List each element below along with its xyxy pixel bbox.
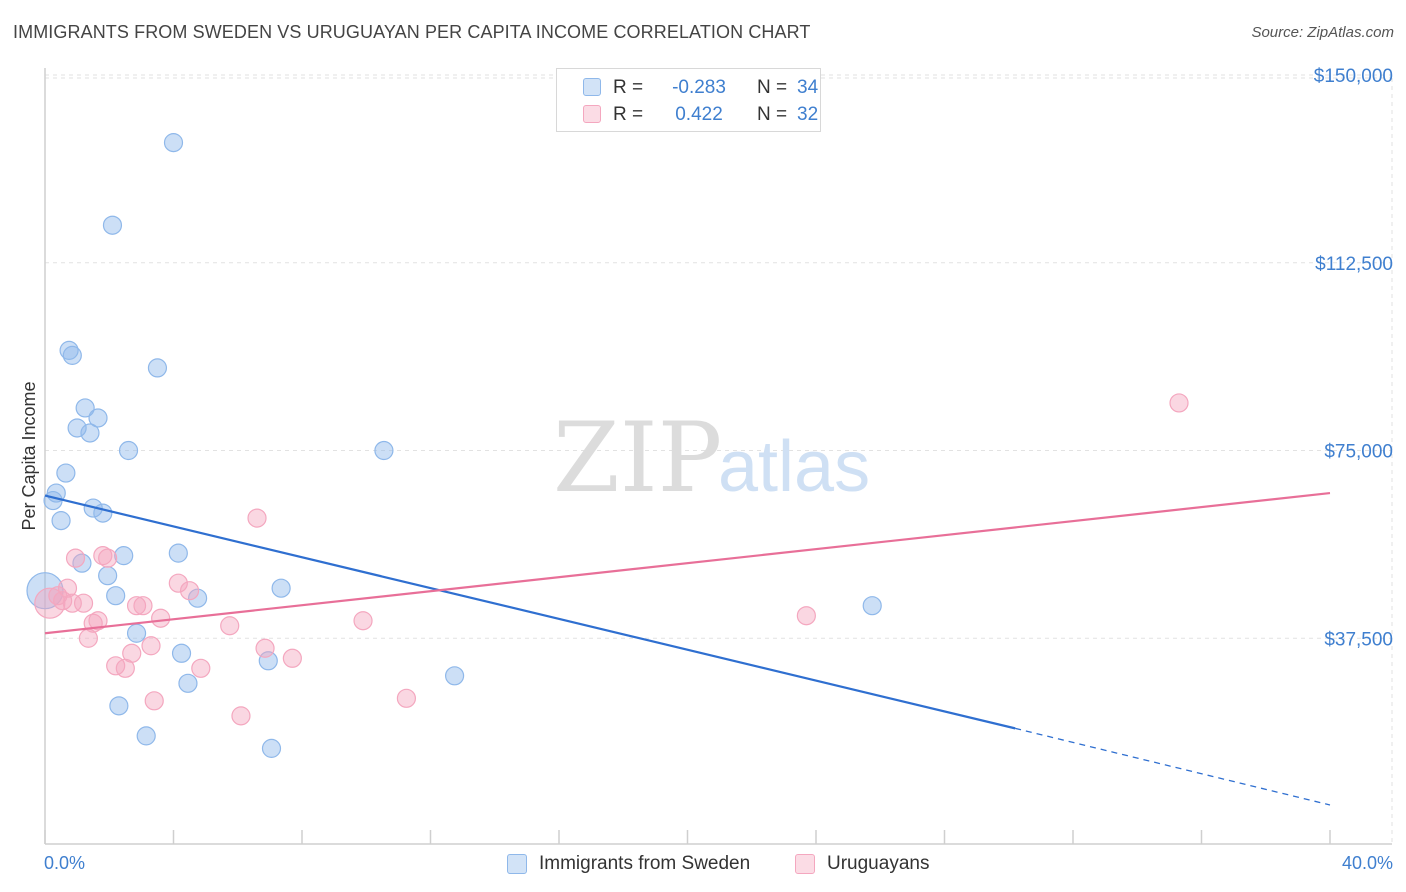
x-tick-label-max: 40.0% <box>1342 853 1393 873</box>
uruguayans-point <box>796 606 816 626</box>
uruguayans-point <box>34 587 66 619</box>
legend-n-value: 32 <box>797 104 819 125</box>
sweden-point <box>88 408 108 428</box>
sweden-point <box>67 418 87 438</box>
uruguayans-point <box>141 636 161 656</box>
legend-r-value: 0.422 <box>675 104 723 125</box>
source-credit: Source: ZipAtlas.com <box>1251 24 1394 41</box>
y-axis-label: Per Capita Income <box>19 381 39 530</box>
uruguayans-trend-line <box>44 491 1331 635</box>
sweden-point <box>109 696 129 716</box>
uruguayans-point <box>144 691 164 711</box>
sweden-point <box>862 596 882 616</box>
uruguayans-point <box>151 608 171 628</box>
uruguayans-point <box>133 596 153 616</box>
y-tick-label: $75,000 <box>1324 442 1393 463</box>
uruguayans-point <box>191 658 211 678</box>
tick-labels: Per Capita Income $37,500 $75,000 $112,500… <box>19 66 1393 873</box>
sweden-point <box>51 511 71 531</box>
uruguayans-point <box>122 643 142 663</box>
sweden-point <box>374 440 394 461</box>
sweden-point <box>136 726 156 746</box>
uruguayans-point <box>255 638 275 658</box>
legend-r-label: R = <box>613 104 644 125</box>
legend-n-value: 34 <box>797 77 819 98</box>
sweden-point <box>126 623 147 643</box>
sweden-point <box>168 543 188 563</box>
uruguayans-point <box>126 596 147 616</box>
sweden-point <box>93 503 113 523</box>
uruguayans-point <box>73 593 94 613</box>
sweden-point <box>187 588 208 608</box>
x-tick-label-min: 0.0% <box>44 853 85 873</box>
series-legend: Immigrants from Sweden Uruguayans <box>0 852 1406 878</box>
uruguayans-point <box>62 593 82 613</box>
uruguayans-point <box>65 548 86 568</box>
sweden-point <box>106 586 126 606</box>
y-tick-label: $37,500 <box>1324 629 1393 650</box>
sweden-point <box>114 546 134 566</box>
legend-swatch-uruguayans <box>583 105 601 123</box>
legend-n-label: N = <box>757 77 788 98</box>
series-label-uruguayans: Uruguayans <box>827 853 930 874</box>
sweden-point <box>444 666 465 686</box>
uruguayans-point <box>88 611 108 631</box>
sweden-point <box>72 553 92 573</box>
y-tick-label: $112,500 <box>1315 254 1393 275</box>
axes <box>44 68 1392 845</box>
uruguayans-point <box>57 578 78 598</box>
series-swatch-sweden <box>507 854 527 874</box>
sweden-trend-line <box>44 494 1016 730</box>
uruguayans-point <box>98 548 118 568</box>
sweden-point <box>80 423 100 443</box>
watermark-zip: ZIP <box>553 402 722 514</box>
chart-title: IMMIGRANTS FROM SWEDEN VS URUGUAYAN PER … <box>13 22 811 42</box>
trend-lines <box>44 491 1331 806</box>
sweden-trend-line-extension <box>1015 727 1331 806</box>
sweden-point <box>118 440 139 461</box>
sweden-point <box>261 738 282 758</box>
legend-swatch-sweden <box>583 78 601 96</box>
sweden-point <box>102 215 123 235</box>
sweden-point <box>147 358 168 378</box>
y-tick-label: $150,000 <box>1314 66 1393 87</box>
uruguayans-point <box>168 573 188 593</box>
sweden-point <box>75 398 95 418</box>
sweden-point <box>258 651 278 671</box>
watermark-atlas: atlas <box>718 427 870 507</box>
sweden-point <box>171 643 192 663</box>
correlation-legend: R = -0.283 N = 34 R = 0.422 N = 32 <box>556 68 821 132</box>
uruguayans-point <box>231 706 251 726</box>
sweden-point <box>56 463 76 483</box>
uruguayans-point <box>396 688 417 708</box>
legend-n-label: N = <box>757 104 788 125</box>
sweden-point <box>98 566 118 586</box>
series-label-sweden: Immigrants from Sweden <box>539 853 751 874</box>
sweden-point <box>163 133 184 153</box>
watermark: ZIP atlas <box>553 402 870 514</box>
uruguayans-point <box>179 581 200 601</box>
series-swatch-uruguayans <box>795 854 815 874</box>
uruguayans-point <box>247 508 267 528</box>
uruguayans-point <box>220 616 240 636</box>
sweden-point <box>271 578 291 598</box>
legend-r-value: -0.283 <box>672 77 726 98</box>
legend-r-label: R = <box>613 77 644 98</box>
uruguayans-point <box>1169 393 1189 413</box>
sweden-point <box>62 345 82 365</box>
uruguayans-point <box>353 611 373 631</box>
sweden-point <box>178 673 198 693</box>
uruguayans-point <box>282 648 302 668</box>
